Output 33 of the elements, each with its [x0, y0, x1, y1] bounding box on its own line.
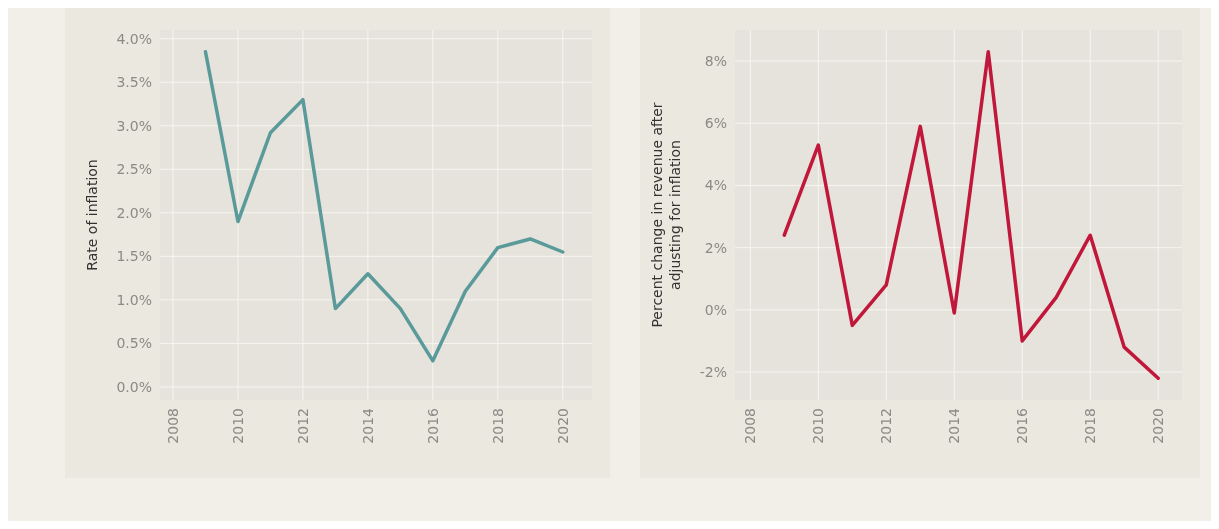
x-tick-label: 2020 — [1150, 408, 1167, 444]
x-tick-label: 2008 — [742, 408, 759, 444]
x-tick-label: 2010 — [229, 408, 246, 444]
y-tick-label: 3.5% — [116, 74, 152, 91]
y-tick-label: 8% — [704, 52, 727, 69]
x-tick-label: 2010 — [810, 408, 827, 444]
x-tick-label: 2012 — [294, 408, 311, 444]
y-tick-label: 1.0% — [116, 291, 152, 308]
y-tick-label: 2.5% — [116, 161, 152, 178]
x-tick-label: 2016 — [424, 407, 441, 444]
x-tick-label: 2008 — [164, 408, 181, 444]
line-series — [782, 50, 1160, 380]
y-axis-title: Percent change in revenue after adjusting for inflation — [649, 102, 683, 328]
x-tick-label: 2016 — [1014, 407, 1031, 444]
y-tick-label: 1.5% — [116, 248, 152, 265]
y-tick-label: 0.5% — [116, 335, 152, 352]
x-tick-label: 2018 — [1082, 408, 1099, 444]
x-tick-label: 2014 — [946, 407, 963, 444]
line-series — [203, 50, 565, 363]
y-tick-label: -2% — [699, 363, 727, 380]
y-axis-title: Rate of inflation — [84, 159, 100, 271]
y-tick-label: 4.0% — [116, 30, 152, 47]
x-tick-label: 2018 — [489, 408, 506, 444]
y-tick-label: 6% — [704, 115, 727, 132]
y-tick-label: 2.0% — [116, 204, 152, 221]
y-tick-label: 0% — [704, 301, 727, 318]
y-tick-label: 3.0% — [116, 117, 152, 134]
x-tick-label: 2012 — [878, 408, 895, 444]
y-tick-label: 0.0% — [116, 378, 152, 395]
y-tick-label: 2% — [704, 239, 727, 256]
x-tick-label: 2020 — [554, 408, 571, 444]
x-tick-label: 2014 — [359, 407, 376, 444]
y-tick-label: 4% — [704, 177, 727, 194]
